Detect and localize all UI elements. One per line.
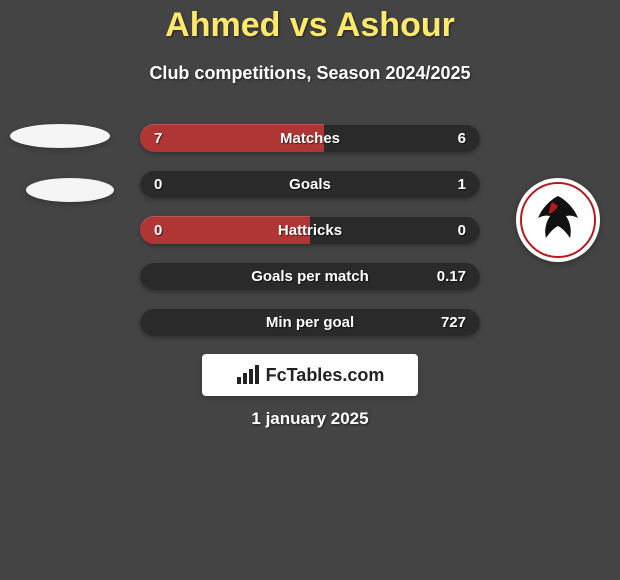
stat-right-value: 6 (458, 130, 466, 147)
stat-left-value: 7 (154, 130, 162, 147)
stat-row: 0 Goals 1 (140, 170, 480, 198)
stat-label: Min per goal (266, 314, 354, 331)
stat-right-fill (324, 124, 480, 152)
player-right-club-crest (516, 178, 600, 262)
eagle-crest-icon (520, 182, 596, 258)
player-left-shape-2 (26, 178, 114, 202)
stats-table: 7 Matches 6 0 Goals 1 0 Hattricks 0 Goals per mat… (140, 124, 480, 354)
subtitle: Club competitions, Season 2024/2025 (0, 63, 620, 84)
player-left-shape-1 (10, 124, 110, 148)
stat-label: Goals (289, 176, 331, 193)
stat-left-value: 0 (154, 222, 162, 239)
stat-label: Goals per match (251, 268, 369, 285)
stat-right-value: 1 (458, 176, 466, 193)
stat-label: Hattricks (278, 222, 342, 239)
date-label: 1 january 2025 (0, 409, 620, 429)
stat-right-value: 0 (458, 222, 466, 239)
stat-right-value: 0.17 (437, 268, 466, 285)
source-badge-text: FcTables.com (266, 365, 385, 386)
stat-row: 0 Hattricks 0 (140, 216, 480, 244)
stat-row: Min per goal 727 (140, 308, 480, 336)
stat-label: Matches (280, 130, 340, 147)
stat-left-value: 0 (154, 176, 162, 193)
stat-row: Goals per match 0.17 (140, 262, 480, 290)
bar-chart-icon (236, 365, 260, 385)
stat-row: 7 Matches 6 (140, 124, 480, 152)
page-title: Ahmed vs Ashour (0, 0, 620, 45)
stat-right-value: 727 (441, 314, 466, 331)
source-badge[interactable]: FcTables.com (202, 354, 418, 396)
